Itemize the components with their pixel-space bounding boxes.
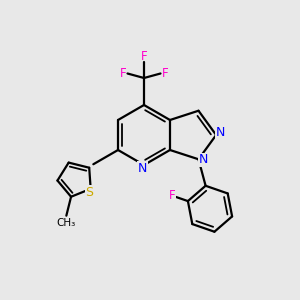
- Text: F: F: [168, 189, 175, 202]
- Text: CH₃: CH₃: [56, 218, 75, 227]
- Text: N: N: [198, 153, 208, 167]
- Text: F: F: [162, 67, 168, 80]
- Text: S: S: [85, 186, 93, 199]
- Text: F: F: [120, 67, 126, 80]
- Text: F: F: [141, 50, 147, 64]
- Text: N: N: [138, 162, 147, 175]
- Text: N: N: [216, 126, 225, 139]
